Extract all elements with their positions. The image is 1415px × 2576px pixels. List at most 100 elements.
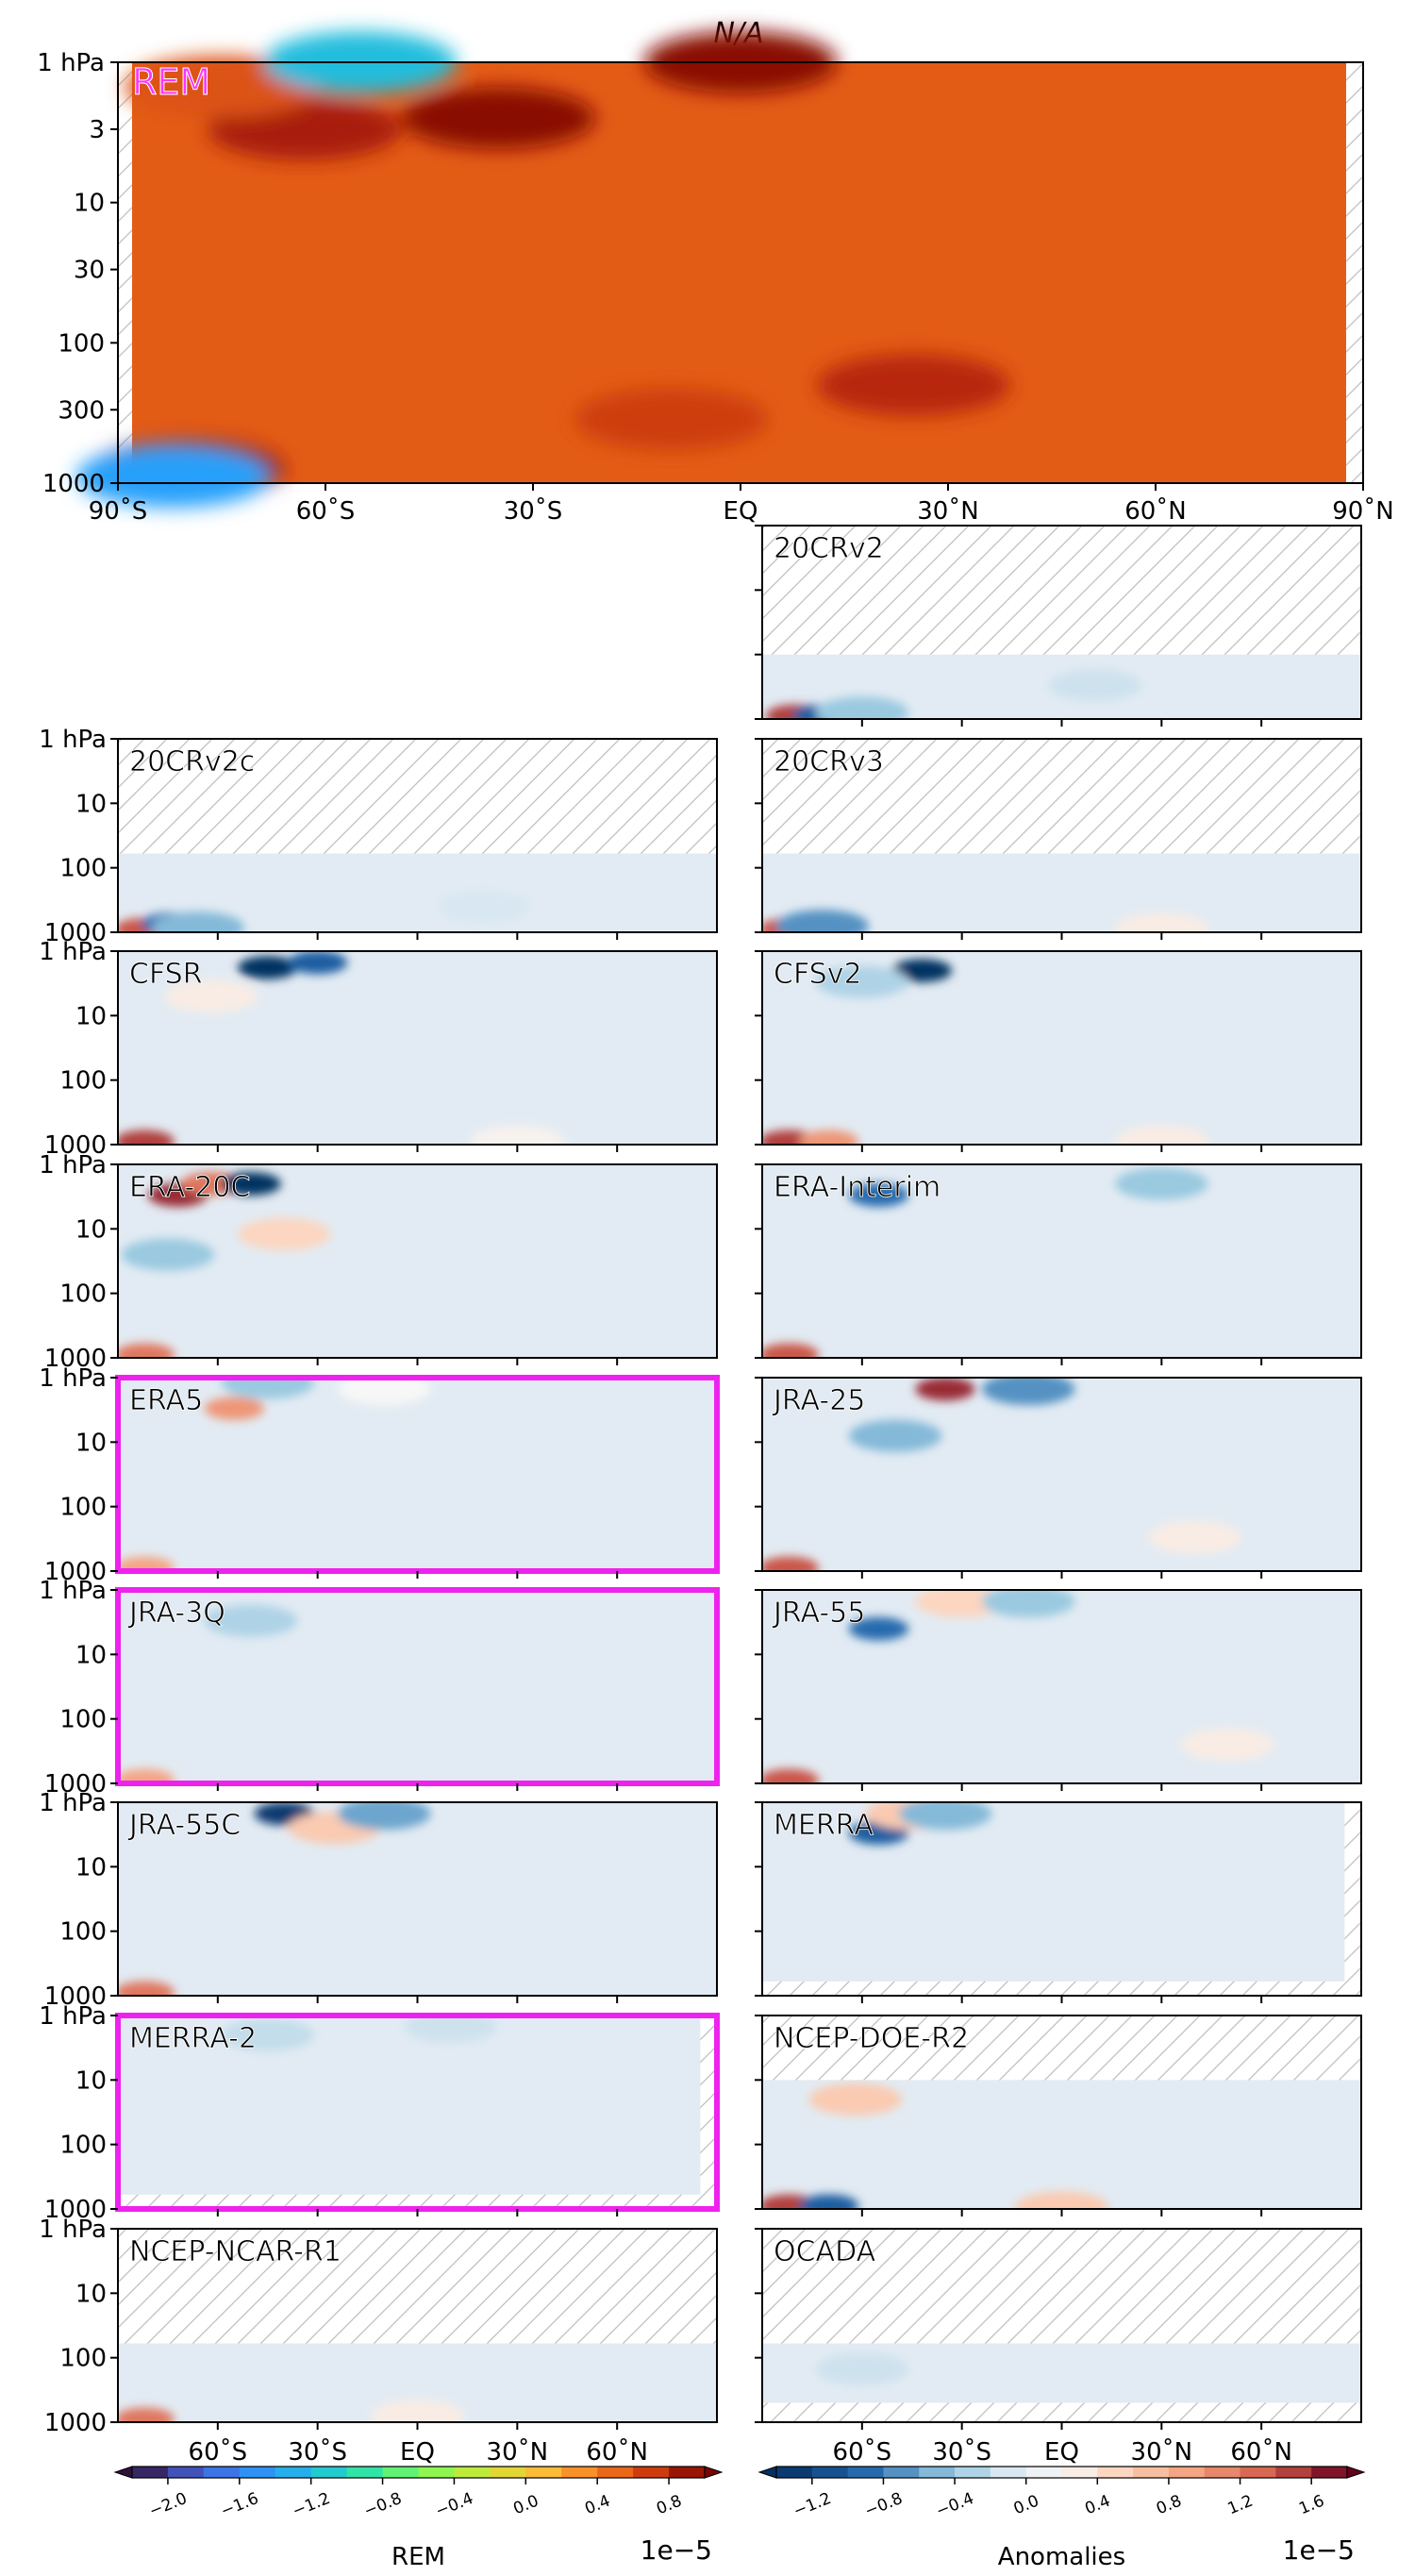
panel-y-tick-label: 1000 [44,1558,107,1586]
rem-colorbar-swatch [346,2467,384,2478]
panel-feature-0 [808,2083,903,2116]
rem-colorbar-tick-label: 0.8 [654,2492,685,2519]
panel-x-tick-label: EQ [1044,2438,1079,2467]
rem-y-tick-label: 100 [58,329,105,358]
rem-x-tick-label: 30˚S [504,497,563,526]
rem-feature-4 [816,354,1010,416]
rem-colorbar-swatch [239,2467,276,2478]
anomaly-colorbar-swatch [1097,2467,1134,2478]
panel-feature-1 [775,910,869,933]
panel-feature-0 [204,1604,298,1637]
panel-field-background [118,2016,701,2195]
panel-feature-1 [118,1768,175,1783]
anomaly-colorbar-tick-label: 0.0 [1011,2492,1042,2519]
panel-jra-55: JRA-55 [755,1589,1362,1791]
panel-feature-3 [1148,1521,1241,1554]
panel-feature-4 [470,1125,564,1145]
panel-feature-layer [762,959,1208,1145]
anomaly-colorbar-extend-high [1346,2466,1366,2479]
rem-colorbar-swatch [418,2467,455,2478]
panel-feature-1 [221,1378,315,1399]
panel-feature-3 [118,1981,175,1996]
anomaly-colorbar-swatch [1168,2467,1206,2478]
anomaly-colorbar-swatch [1204,2467,1241,2478]
panel-field-features [815,2352,909,2385]
panel-feature-2 [1114,912,1208,933]
anomaly-colorbar-swatch [883,2467,920,2478]
panel-feature-2 [981,1590,1075,1618]
panel-feature-layer [762,1590,1275,1783]
rem-colorbar-tick-label: −1.6 [218,2489,261,2521]
panel-feature-3 [437,890,531,923]
rem-y-tick-label: 10 [74,190,105,218]
anomaly-colorbar-tick-label: 1.2 [1225,2492,1257,2519]
panel-feature-2 [221,1172,281,1196]
panel-y-tick-label: 1 hPa [39,2216,107,2244]
panel-y-tick-label: 1000 [44,1770,107,1798]
rem-colorbar-swatch [633,2467,670,2478]
panel-merra: MERRA [755,1801,1362,2003]
panel-era-interim: ERA-Interim [755,1163,1362,1365]
panel-x-tick-label: EQ [400,2438,435,2467]
panel-feature-1 [371,2400,464,2423]
panel-field-features [762,1167,1208,1358]
anomaly-colorbar-tick-label: −1.2 [791,2489,834,2521]
panel-y-tick-label: 1000 [44,2409,107,2437]
panel-label: 20CRv2 [774,532,884,565]
rem-panel-label: REM [132,61,210,103]
rem-colorbar-swatch [669,2467,706,2478]
anomaly-colorbar-extend-low [757,2466,777,2479]
anomaly-colorbar-swatch [1240,2467,1276,2478]
rem-colorbar-swatch [454,2467,491,2478]
panel-label: CFSR [129,958,203,991]
panel-x-tick-label: 30˚S [288,2438,347,2467]
anomaly-colorbar-label: Anomalies [998,2543,1125,2571]
panel-x-tick-label: 30˚N [487,2438,549,2467]
panel-label: MERRA [774,1809,874,1842]
panel-y-tick-label: 1 hPa [39,2002,107,2031]
rem-x-tick-label: 90˚S [89,497,148,526]
panel-20crv2: 20CRv2 [755,525,1362,727]
rem-colorbar-extend-low [113,2466,133,2479]
anomaly-colorbar-tick-label: 0.8 [1154,2492,1185,2519]
anomaly-colorbar-swatch [1025,2467,1062,2478]
panel-y-tick-label: 1 hPa [39,938,107,966]
panel-y-tick-label: 100 [59,855,107,883]
panel-cfsr: CFSR 1 hPa 10 100 1000 [39,938,718,1160]
panel-y-tick-label: 100 [59,1280,107,1309]
panel-feature-2 [151,912,245,933]
panel-feature-3 [118,1129,175,1145]
rem-feature-8 [76,445,271,508]
rem-x-tick-label: 90˚N [1332,497,1394,526]
panel-feature-0 [915,1378,975,1401]
panel-feature-0 [238,956,298,979]
panel-field-features [762,910,1208,933]
panel-field-features [118,951,564,1145]
anomaly-colorbar-tick-label: −0.4 [934,2489,977,2521]
panel-field-features [118,1378,431,1571]
panel-feature-layer [765,669,1142,720]
rem-colorbar-swatch [310,2467,348,2478]
panel-y-tick-label: 10 [75,1853,107,1882]
rem-x-tick-label: 30˚N [917,497,979,526]
rem-colorbar-scale-label: 1e−5 [641,2534,712,2566]
panel-feature-0 [848,1616,909,1641]
anomaly-colorbar-scale-label: 1e−5 [1283,2534,1355,2566]
rem-x-tick-label: EQ [724,497,758,526]
panel-feature-layer [118,1172,331,1358]
rem-y-tick-label: 300 [58,396,105,425]
panel-y-tick-label: 1 hPa [39,1364,107,1393]
panel-y-tick-label: 1 hPa [39,726,107,754]
panel-feature-layer [118,951,564,1145]
anomaly-colorbar-swatch [919,2467,956,2478]
panel-feature-5 [118,1343,175,1358]
rem-colorbar-swatch [132,2467,169,2478]
panel-feature-4 [762,1768,819,1783]
rem-y-tick-label: 1 hPa [37,49,105,77]
panel-feature-0 [848,1183,909,1207]
anomaly-colorbar-swatch [1275,2467,1312,2478]
panel-feature-0 [221,2018,315,2051]
panel-x-tick-label: 60˚S [189,2438,248,2467]
